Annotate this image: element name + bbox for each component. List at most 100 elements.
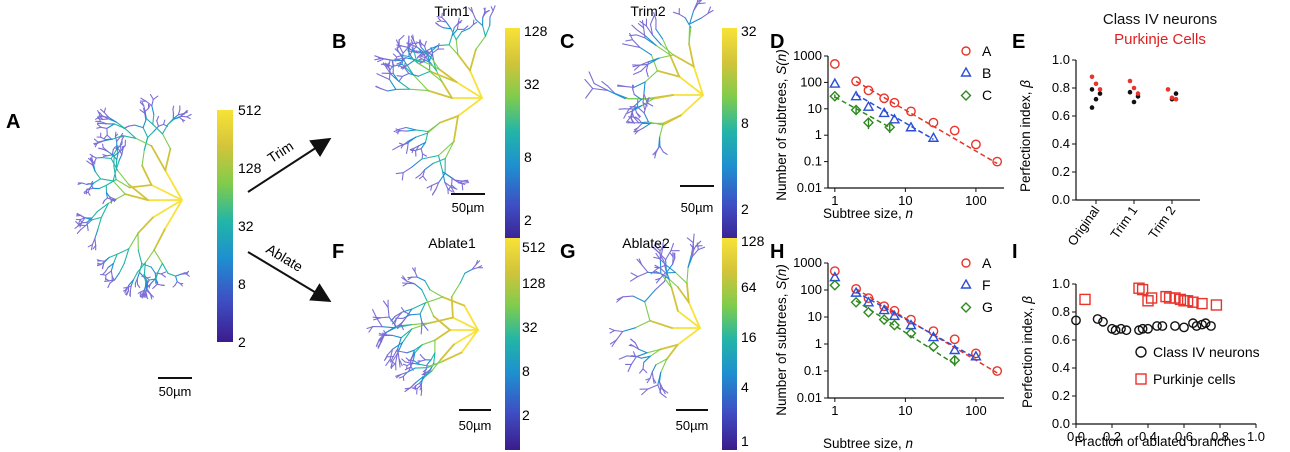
dendrite-branch <box>155 278 158 285</box>
dendrite-branch <box>415 174 421 179</box>
dendrite-branch <box>112 180 126 195</box>
dendrite-branch <box>417 62 434 73</box>
dendrite-branch <box>144 249 155 264</box>
dendrite-branch <box>80 224 87 231</box>
dendrite-branch <box>98 117 102 123</box>
panel-letter-i: I <box>1012 241 1018 263</box>
dendrite-branch <box>401 72 410 77</box>
x-tick-label: Original <box>1064 203 1102 248</box>
dendrite-branch <box>413 283 423 291</box>
dendrite-branch <box>410 362 420 365</box>
dendrite-branch <box>104 266 109 273</box>
chart-i-legend: Class IV neurons Purkinje cells <box>1135 344 1260 387</box>
dendrite-branch <box>422 175 427 181</box>
dendrite-branch <box>87 191 91 196</box>
data-point <box>888 113 901 124</box>
panel-letter-c: C <box>560 31 574 53</box>
dendrite-branch <box>143 262 146 275</box>
data-point <box>850 296 862 308</box>
dendrite-branch <box>686 266 689 284</box>
dendrite-branch <box>400 65 405 69</box>
dendrite-branch <box>398 126 407 130</box>
dendrite-branch <box>437 42 440 50</box>
dendrite-branch <box>89 153 94 157</box>
data-point <box>851 283 861 294</box>
dendrite-branch <box>484 24 491 37</box>
dendrite-branch <box>111 149 114 156</box>
dendrite-branch <box>406 280 415 285</box>
data-point <box>829 59 840 69</box>
dendrite-branch <box>658 54 674 59</box>
dendrite-branch <box>593 82 609 91</box>
dendrite-branch <box>640 63 649 72</box>
dendrite-branch <box>145 118 154 125</box>
colorbar-b-tick: 32 <box>524 76 540 92</box>
dendrite-branch <box>142 293 146 298</box>
y-tick-label: 0.2 <box>1052 388 1070 403</box>
dendrite-branch <box>410 382 417 389</box>
fit-line <box>855 291 977 359</box>
dendrite-branch <box>471 263 477 270</box>
dendrite-branch <box>419 169 426 176</box>
dendrite-branch <box>183 110 189 114</box>
dendrite-branch <box>461 181 470 184</box>
dendrite-branch <box>106 150 115 157</box>
dendrite-branch <box>643 104 648 114</box>
dendrite-branch <box>643 93 648 104</box>
colorbar-a-tick: 512 <box>238 102 262 118</box>
dendrite-branch <box>99 273 107 276</box>
dendrite-branch <box>657 372 662 386</box>
dendrite-branch <box>424 296 444 304</box>
dendrite-branch <box>400 323 404 331</box>
y-tick-label: 0.01 <box>797 390 822 405</box>
dendrite-branch <box>90 244 93 251</box>
dendrite-branch <box>469 69 483 99</box>
data-point <box>1179 322 1189 333</box>
dendrite-branch <box>456 53 471 72</box>
y-tick-label: 0.8 <box>1052 304 1070 319</box>
dendrite-branch <box>75 214 81 217</box>
dendrite-branch <box>622 295 634 298</box>
dendrite-branch <box>692 3 699 12</box>
dendrite-branch <box>441 351 463 363</box>
dendrite-branch <box>394 311 403 318</box>
chart-d-ylabel: Number of subtrees, S(n) <box>774 49 789 201</box>
dendrite-branch <box>390 360 393 368</box>
legend-label-purkinje: Purkinje cells <box>1153 371 1235 387</box>
dendrite-branch <box>398 142 408 147</box>
dendrite-branch <box>86 160 90 164</box>
dendrite-branch <box>415 129 429 133</box>
dendrite-branch <box>463 304 479 331</box>
data-point <box>1143 323 1153 334</box>
dendrite-branch <box>637 271 649 278</box>
data-point <box>851 76 861 87</box>
dendrite-branch <box>420 46 426 53</box>
dendrite-branch <box>433 352 436 364</box>
dendrite-branch <box>632 70 642 75</box>
dendrite-branch <box>375 85 382 90</box>
dendrite-branch <box>108 118 117 123</box>
data-point <box>1160 290 1172 303</box>
dendrite-branch <box>639 46 652 56</box>
dendrite-branch <box>397 51 403 57</box>
dendrite-branch <box>625 110 634 115</box>
dendrite-branch <box>160 271 167 275</box>
dendrite-branch <box>388 78 397 90</box>
colorbar-f-tick: 2 <box>522 407 530 423</box>
dendrite-branch <box>630 272 639 278</box>
data-point <box>1092 314 1103 324</box>
dendrite-branch <box>655 44 671 56</box>
dendrite-branch <box>430 352 436 361</box>
dendrite-branch <box>136 271 141 280</box>
dendrite-branch <box>645 69 649 78</box>
dendrite-branch <box>167 272 177 277</box>
colorbar-f-tick: 8 <box>522 363 530 379</box>
data-point <box>1089 87 1095 92</box>
dendrite-branch <box>665 268 670 280</box>
dendrite-branch <box>156 120 160 127</box>
dendrite-branch <box>366 326 374 330</box>
dendrite-branch <box>490 6 494 12</box>
dendrite-branch <box>616 296 624 301</box>
panel-c-title: Trim2 <box>630 3 665 19</box>
